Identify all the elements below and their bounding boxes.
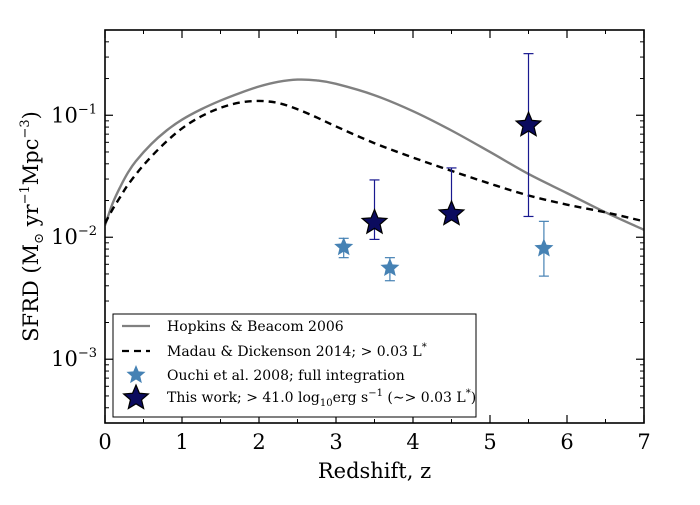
legend-label-thiswork: This work; > 41.0 log10erg s−1 (∼> 0.03 … [167, 388, 476, 409]
point-this-work-1 [437, 167, 466, 226]
y-tick-exp-2: −1 [78, 102, 97, 117]
legend: Hopkins & Beacom 2006 Madau & Dickenson … [112, 313, 477, 418]
legend-label-hopkins: Hopkins & Beacom 2006 [167, 319, 344, 335]
y-label-exp1: −1 [18, 185, 33, 204]
y-tick-label-1: 10−2 [51, 224, 97, 249]
legend-tw-sup2: * [466, 388, 471, 399]
x-tick-label-4: 4 [406, 430, 419, 454]
x-tick-label-2: 2 [252, 430, 265, 454]
x-tick-label-6: 6 [560, 430, 573, 454]
x-tick-label-1: 1 [175, 430, 188, 454]
legend-madau-main: Madau & Dickenson 2014; > 0.03 L [167, 344, 422, 360]
star-marker-ouchi-et-al-2008-1 [380, 257, 400, 277]
x-axis-label: Redshift, z [318, 459, 431, 483]
star-marker-this-work-1 [437, 199, 466, 226]
legend-tw-sub: 10 [320, 398, 333, 409]
y-label-sun: ⊙ [32, 233, 47, 244]
legend-box [112, 313, 477, 418]
y-tick-base-0: 10 [51, 347, 78, 371]
legend-label-madau: Madau & Dickenson 2014; > 0.03 L* [167, 342, 427, 360]
star-marker-this-work-2 [514, 110, 543, 137]
y-tick-base-2: 10 [51, 103, 78, 127]
series-layer [105, 53, 644, 282]
y-label-prefix: SFRD (M [19, 244, 43, 342]
legend-tw-b: erg s [333, 390, 369, 406]
x-tick-label-0: 0 [98, 430, 111, 454]
legend-star-marker-thiswork [122, 383, 150, 410]
x-tick-label-7: 7 [637, 430, 650, 454]
y-tick-exp-1: −2 [78, 224, 97, 239]
legend-madau-sup: * [422, 342, 427, 353]
star-marker-ouchi-et-al-2008-0 [334, 237, 354, 256]
x-tick-label-3: 3 [329, 430, 342, 454]
y-axis-label: SFRD (M⊙ yr−1Mpc−3) [18, 111, 47, 342]
y-tick-label-2: 10−1 [51, 102, 97, 127]
legend-tw-d: ) [471, 390, 476, 406]
legend-label-ouchi: Ouchi et al. 2008; full integration [167, 368, 405, 384]
y-label-yr: yr [19, 203, 43, 233]
y-label-exp2: −3 [18, 119, 33, 138]
y-tick-label-0: 10−3 [51, 346, 97, 371]
legend-tw-c: (∼> 0.03 L [383, 390, 466, 406]
tick-layer: 0 1 2 3 4 5 6 710−310−210−1 [51, 30, 651, 454]
point-ouchi-et-al-2008-0 [334, 237, 354, 259]
point-ouchi-et-al-2008-1 [380, 257, 400, 282]
y-tick-base-1: 10 [51, 225, 78, 249]
legend-tw-sup1: −1 [368, 388, 383, 399]
x-tick-label-5: 5 [483, 430, 496, 454]
point-this-work-0 [360, 179, 389, 241]
point-ouchi-et-al-2008-2 [534, 220, 554, 277]
series-line-madau-dickenson-2014 [105, 99, 644, 224]
legend-tw-a: This work; > 41.0 log [167, 390, 320, 406]
legend-star-ouchi [126, 365, 146, 384]
legend-star-marker-ouchi [126, 365, 146, 384]
star-marker-this-work-0 [360, 207, 389, 235]
y-label-mpc: Mpc [19, 139, 43, 186]
y-tick-exp-0: −3 [78, 346, 97, 361]
y-label-suffix: ) [19, 111, 43, 119]
svg-text:SFRD (M⊙ yr−1Mpc−3): SFRD (M⊙ yr−1Mpc−3) [18, 111, 47, 342]
legend-star-thiswork [122, 383, 150, 410]
point-this-work-2 [514, 53, 543, 218]
series-line-hopkins-beacom-2006 [105, 78, 644, 231]
star-marker-ouchi-et-al-2008-2 [534, 238, 554, 257]
